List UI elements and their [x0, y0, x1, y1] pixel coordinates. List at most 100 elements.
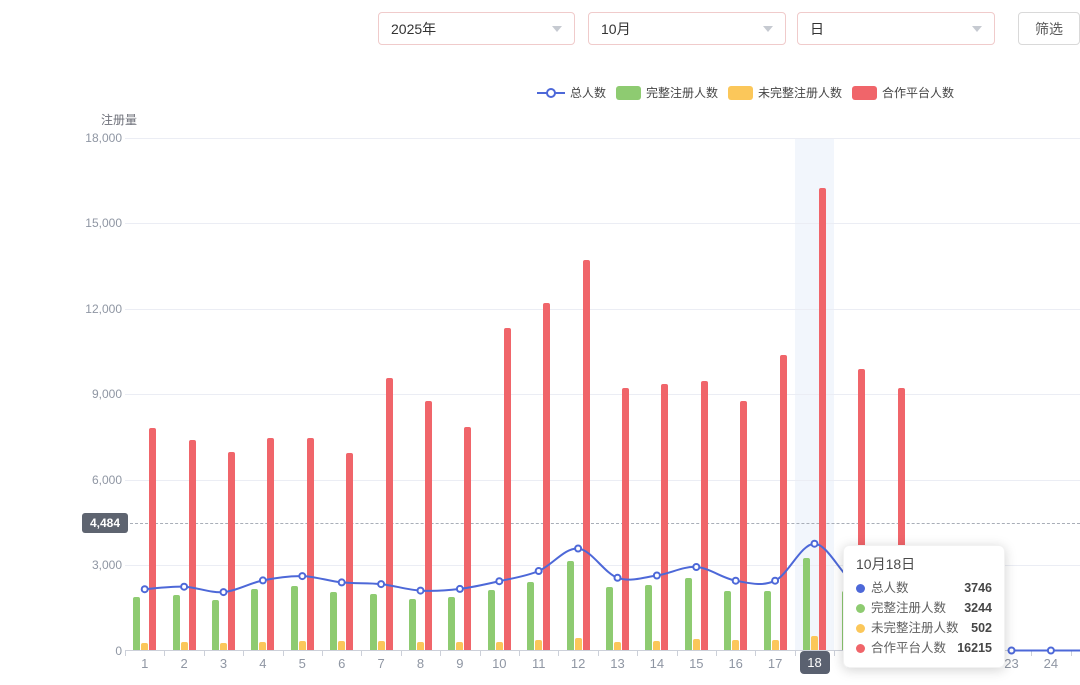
gridline — [125, 308, 1080, 310]
legend-item-incomplete-registrations[interactable]: 未完整注册人数 — [728, 84, 842, 101]
x-axis-tick — [361, 651, 363, 656]
bar-incomplete-day-10[interactable] — [495, 641, 503, 651]
bar-platform-day-18[interactable] — [818, 188, 827, 651]
bar-platform-day-11[interactable] — [543, 302, 551, 651]
bar-complete-day-4[interactable] — [251, 588, 259, 651]
bar-platform-day-8[interactable] — [424, 401, 433, 651]
tooltip-series-name: 总人数 — [871, 581, 909, 595]
bar-incomplete-day-8[interactable] — [416, 642, 425, 651]
tooltip-series-value: 3746 — [964, 581, 992, 595]
legend-item-total-users[interactable]: 总人数 — [537, 84, 606, 101]
bar-incomplete-day-12[interactable] — [574, 637, 582, 651]
y-axis-tick-label: 18,000 — [85, 130, 122, 145]
bar-incomplete-day-6[interactable] — [338, 641, 346, 651]
month-select[interactable]: 10月 — [588, 12, 786, 45]
year-select[interactable]: 2025年 — [378, 12, 575, 45]
bar-platform-day-9[interactable] — [464, 426, 472, 651]
bar-complete-day-14[interactable] — [645, 585, 653, 651]
bar-complete-day-15[interactable] — [684, 578, 692, 651]
chevron-down-icon — [972, 25, 982, 32]
bar-incomplete-day-18[interactable] — [810, 636, 819, 651]
y-axis-tick-label: 3,000 — [91, 558, 122, 572]
bar-complete-day-1[interactable] — [133, 597, 141, 651]
bar-platform-day-16[interactable] — [740, 400, 748, 651]
x-axis-tick — [203, 651, 205, 656]
tooltip-series-value: 502 — [971, 621, 992, 635]
bar-complete-day-11[interactable] — [527, 581, 535, 651]
bar-complete-day-13[interactable] — [605, 586, 614, 651]
bar-platform-day-2[interactable] — [188, 439, 196, 651]
bar-platform-day-13[interactable] — [621, 387, 630, 651]
bar-platform-day-19[interactable] — [858, 369, 866, 651]
x-axis-tick — [794, 651, 796, 656]
series-dot-icon — [856, 643, 865, 653]
bar-platform-day-15[interactable] — [700, 380, 708, 651]
bar-incomplete-day-1[interactable] — [141, 642, 149, 651]
month-select-value: 10月 — [601, 20, 631, 37]
bar-platform-day-3[interactable] — [227, 452, 236, 651]
bar-incomplete-day-4[interactable] — [259, 642, 267, 651]
bar-complete-day-17[interactable] — [763, 591, 771, 651]
x-axis-tick — [558, 651, 560, 656]
bar-platform-day-1[interactable] — [149, 428, 157, 651]
bar-incomplete-day-13[interactable] — [613, 641, 622, 651]
x-axis-label-day-8: 8 — [416, 656, 425, 671]
bar-complete-day-16[interactable] — [724, 590, 732, 651]
bar-complete-day-8[interactable] — [408, 598, 417, 651]
tooltip-series-name: 未完整注册人数 — [871, 621, 959, 635]
bar-complete-day-6[interactable] — [330, 591, 338, 651]
bar-complete-day-7[interactable] — [369, 593, 377, 651]
bar-incomplete-day-9[interactable] — [456, 642, 464, 651]
bar-incomplete-day-16[interactable] — [732, 640, 740, 651]
bar-incomplete-day-2[interactable] — [180, 642, 188, 651]
legend-item-platform-users[interactable]: 合作平台人数 — [852, 84, 954, 101]
tooltip-series-value: 16215 — [957, 641, 992, 655]
gridline — [125, 479, 1080, 481]
bar-complete-day-9[interactable] — [448, 597, 456, 651]
bar-incomplete-day-15[interactable] — [692, 639, 700, 651]
bar-platform-day-10[interactable] — [503, 328, 511, 651]
x-axis-tick — [440, 651, 442, 656]
bar-platform-day-14[interactable] — [661, 383, 669, 651]
bar-complete-day-18[interactable] — [802, 558, 811, 651]
tooltip-series-name: 合作平台人数 — [871, 641, 947, 655]
x-axis-label-day-16: 16 — [728, 656, 743, 671]
x-axis-line — [125, 650, 1080, 651]
average-markline-badge: 4,484 — [81, 512, 128, 533]
x-axis-label-day-9: 9 — [456, 656, 464, 671]
bar-complete-day-3[interactable] — [211, 599, 220, 651]
average-markline — [130, 522, 1080, 524]
chevron-down-icon — [763, 25, 773, 32]
tooltip-row: 完整注册人数 3244 — [856, 598, 992, 618]
bar-complete-day-12[interactable] — [566, 561, 574, 651]
filter-button[interactable]: 筛选 — [1018, 12, 1080, 45]
tooltip-series-name: 完整注册人数 — [871, 601, 947, 615]
x-axis-label-day-11: 11 — [531, 656, 546, 671]
bar-incomplete-day-14[interactable] — [653, 641, 661, 651]
bar-incomplete-day-7[interactable] — [377, 641, 385, 651]
bar-incomplete-day-11[interactable] — [535, 640, 543, 651]
bar-complete-day-10[interactable] — [487, 590, 495, 651]
bar-platform-day-5[interactable] — [306, 438, 314, 651]
bar-platform-day-20[interactable] — [897, 388, 905, 651]
chart-legend: 总人数 完整注册人数 未完整注册人数 合作平台人数 — [537, 84, 954, 101]
legend-label: 完整注册人数 — [646, 86, 719, 100]
bar-platform-day-7[interactable] — [385, 377, 393, 651]
y-axis-title: 注册量 — [101, 113, 138, 127]
granularity-select[interactable]: 日 — [797, 12, 995, 45]
bar-platform-day-6[interactable] — [346, 453, 354, 651]
legend-label: 总人数 — [570, 86, 607, 100]
bar-platform-day-17[interactable] — [779, 355, 787, 651]
bar-incomplete-day-17[interactable] — [771, 640, 779, 651]
bar-incomplete-day-3[interactable] — [219, 642, 228, 651]
x-axis-tick — [479, 651, 481, 656]
gridline — [125, 223, 1080, 224]
bar-complete-day-5[interactable] — [290, 585, 298, 651]
legend-item-complete-registrations[interactable]: 完整注册人数 — [616, 84, 718, 101]
bar-platform-day-12[interactable] — [582, 259, 590, 651]
bar-platform-day-4[interactable] — [267, 437, 275, 651]
x-axis-label-day-3: 3 — [219, 656, 228, 671]
bar-complete-day-2[interactable] — [172, 595, 180, 651]
gridline — [125, 137, 1080, 139]
bar-incomplete-day-5[interactable] — [298, 641, 306, 651]
